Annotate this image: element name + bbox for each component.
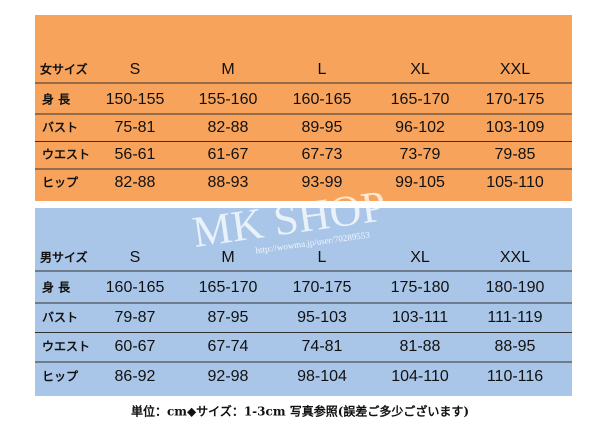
size-value: 88-95	[495, 338, 536, 355]
size-value: 165-170	[199, 279, 258, 296]
size-value: 104-110	[391, 368, 449, 385]
size-value: 89-95	[302, 119, 343, 136]
size-header: S	[130, 249, 141, 266]
size-value: 56-61	[115, 146, 156, 163]
size-value: 67-74	[208, 338, 249, 355]
size-value: 67-73	[302, 146, 343, 163]
size-value: 180-190	[486, 279, 545, 296]
size-value: 96-102	[395, 119, 445, 136]
measure-label: 身 長	[42, 92, 71, 107]
men-panel	[35, 208, 572, 396]
size-value: 103-111	[392, 309, 448, 326]
size-value: 165-170	[391, 91, 450, 108]
size-value: 82-88	[115, 174, 156, 191]
measure-label: ウエスト	[42, 340, 90, 354]
size-value: 92-98	[208, 368, 249, 385]
size-value: 170-175	[486, 91, 545, 108]
size-header: L	[318, 249, 327, 266]
size-value: 60-67	[115, 338, 156, 355]
measure-label: ヒップ	[42, 175, 79, 190]
size-value: 87-95	[208, 309, 249, 326]
size-value: 99-105	[395, 174, 445, 191]
women-panel	[35, 15, 572, 201]
size-value: 155-160	[199, 91, 258, 108]
size-header: XXL	[500, 249, 530, 266]
size-value: 73-79	[400, 146, 441, 163]
size-value: 79-87	[115, 309, 156, 326]
size-value: 98-104	[297, 368, 347, 385]
measure-label: 身 長	[42, 280, 71, 295]
size-value: 160-165	[293, 91, 352, 108]
size-header: M	[221, 61, 234, 78]
size-value: 110-116	[487, 368, 543, 385]
size-header: L	[318, 61, 327, 78]
size-value: 86-92	[115, 368, 156, 385]
table-title: 男サイズ	[40, 250, 88, 265]
table-title: 女サイズ	[40, 62, 88, 77]
size-value: 160-165	[106, 279, 165, 296]
size-value: 105-110	[486, 174, 544, 191]
measure-label: バスト	[42, 311, 78, 325]
size-value: 79-85	[495, 146, 536, 163]
size-value: 93-99	[302, 174, 343, 191]
size-value: 75-81	[115, 119, 156, 136]
size-value: 111-119	[487, 309, 542, 326]
size-value: 170-175	[293, 279, 352, 296]
size-header: XL	[410, 61, 430, 78]
size-value: 95-103	[297, 309, 347, 326]
size-value: 82-88	[208, 119, 249, 136]
size-value: 81-88	[400, 338, 441, 355]
size-header: S	[130, 61, 141, 78]
size-header: XL	[410, 249, 430, 266]
measure-label: ウエスト	[42, 148, 90, 162]
size-value: 150-155	[106, 91, 165, 108]
size-value: 88-93	[208, 174, 249, 191]
size-header: M	[221, 249, 234, 266]
measure-label: ヒップ	[42, 369, 79, 384]
size-header: XXL	[500, 61, 530, 78]
measure-label: バスト	[42, 121, 78, 135]
size-value: 175-180	[391, 279, 450, 296]
size-value: 61-67	[208, 146, 249, 163]
footer-note: 単位：cm◆サイズ：1-3cm 写真参照(誤差ご多少ございます)	[131, 404, 469, 419]
size-value: 74-81	[302, 338, 343, 355]
size-value: 103-109	[486, 119, 545, 136]
